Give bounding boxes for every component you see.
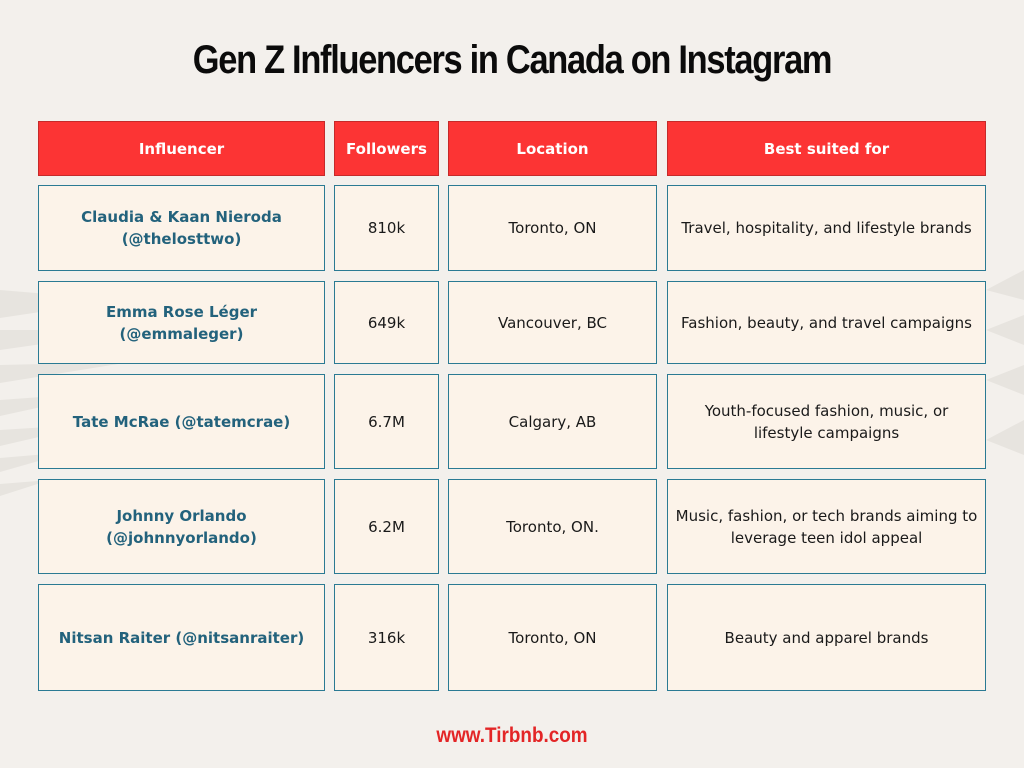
table-row-1-influencer: Claudia & Kaan Nieroda (@thelosttwo) [38, 185, 325, 271]
table-row-5-best-suited-for: Beauty and apparel brands [667, 584, 986, 691]
page-title: Gen Z Influencers in Canada on Instagram [192, 38, 833, 82]
table-row-5-influencer: Nitsan Raiter (@nitsanraiter) [38, 584, 325, 691]
table-row-1-followers: 810k [334, 185, 439, 271]
table-row-2-followers: 649k [334, 281, 439, 364]
table-row-5-followers: 316k [334, 584, 439, 691]
table-row-3-influencer: Tate McRae (@tatemcrae) [38, 374, 325, 469]
table-row-3-best-suited-for: Youth-focused fashion, music, or lifesty… [667, 374, 986, 469]
column-header-best-suited-for: Best suited for [667, 121, 986, 176]
column-header-location: Location [448, 121, 657, 176]
table-row-2-influencer: Emma Rose Léger (@emmaleger) [38, 281, 325, 364]
column-header-followers: Followers [334, 121, 439, 176]
table-row-3-followers: 6.7M [334, 374, 439, 469]
table-row-4-best-suited-for: Music, fashion, or tech brands aiming to… [667, 479, 986, 574]
website-link[interactable]: www.Tirbnb.com [436, 724, 588, 747]
table-row-1-location: Toronto, ON [448, 185, 657, 271]
table-row-4-location: Toronto, ON. [448, 479, 657, 574]
column-header-influencer: Influencer [38, 121, 325, 176]
table-row-4-followers: 6.2M [334, 479, 439, 574]
table-row-5-location: Toronto, ON [448, 584, 657, 691]
table-row-4-influencer: Johnny Orlando (@johnnyorlando) [38, 479, 325, 574]
table-row-1-best-suited-for: Travel, hospitality, and lifestyle brand… [667, 185, 986, 271]
table-row-2-best-suited-for: Fashion, beauty, and travel campaigns [667, 281, 986, 364]
table-row-2-location: Vancouver, BC [448, 281, 657, 364]
table-row-3-location: Calgary, AB [448, 374, 657, 469]
